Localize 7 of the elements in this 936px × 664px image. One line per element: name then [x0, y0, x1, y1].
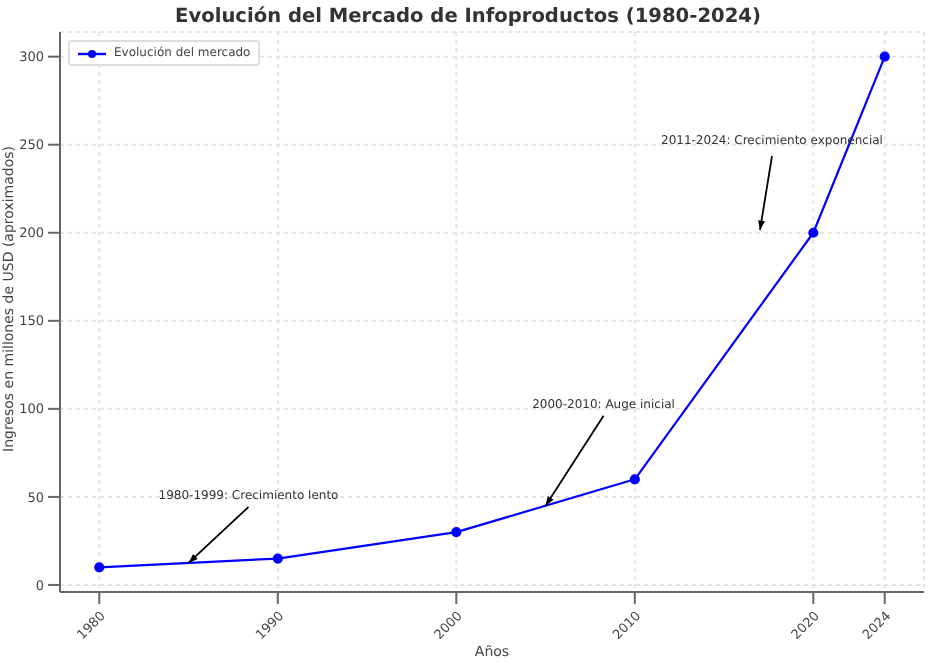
point — [808, 227, 819, 238]
point — [879, 51, 890, 62]
point — [451, 527, 462, 538]
point — [629, 474, 640, 485]
point — [272, 553, 283, 564]
point — [94, 562, 105, 573]
chart-title: Evolución del Mercado de Infoproductos (1980-2024) — [173, 6, 763, 28]
